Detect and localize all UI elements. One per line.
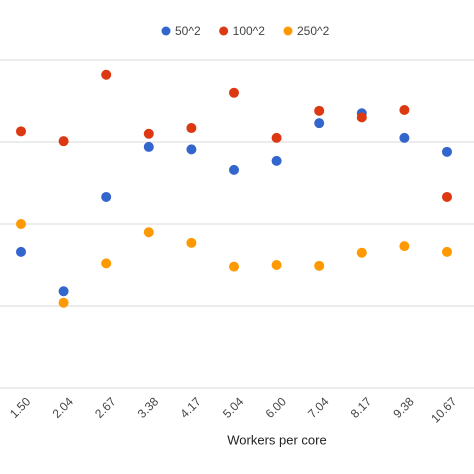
legend-marker xyxy=(161,26,171,36)
data-point xyxy=(16,219,26,229)
data-point xyxy=(399,105,410,116)
data-point xyxy=(229,164,239,175)
data-point xyxy=(101,258,112,269)
x-tick-label: 7.04 xyxy=(305,394,332,421)
x-tick-label: 6.00 xyxy=(263,394,290,421)
data-point xyxy=(143,227,154,238)
data-point xyxy=(143,141,154,152)
data-point xyxy=(58,286,69,297)
data-point xyxy=(101,191,112,202)
data-point xyxy=(442,191,452,202)
legend-label: 50^2 xyxy=(175,24,201,38)
data-point xyxy=(271,132,282,143)
x-tick-label: 8.17 xyxy=(348,394,375,421)
data-point xyxy=(271,260,282,270)
data-point xyxy=(442,246,452,257)
data-point xyxy=(356,247,367,258)
x-tick-label: 4.17 xyxy=(177,394,204,421)
data-point xyxy=(314,105,325,116)
data-point xyxy=(101,69,112,80)
data-point xyxy=(186,237,197,248)
data-point xyxy=(58,136,69,147)
data-point xyxy=(314,118,325,129)
data-point xyxy=(186,144,197,155)
data-point xyxy=(314,260,325,271)
x-axis-title: Workers per core xyxy=(227,432,326,447)
data-point xyxy=(58,297,69,308)
x-tick-label: 2.04 xyxy=(50,394,77,421)
legend-label: 250^2 xyxy=(297,24,330,38)
data-point xyxy=(229,87,239,98)
x-tick-label: 5.04 xyxy=(220,394,247,421)
data-point xyxy=(399,241,410,252)
x-tick-label: 9.38 xyxy=(390,394,417,421)
x-tick-label: 2.67 xyxy=(92,394,119,421)
x-tick-label: 1.50 xyxy=(7,394,34,421)
data-point xyxy=(16,126,26,137)
x-tick-label: 10.67 xyxy=(428,394,459,425)
data-point xyxy=(442,146,452,157)
data-point xyxy=(143,128,154,139)
data-point xyxy=(356,112,367,123)
data-point xyxy=(186,123,197,134)
x-tick-label: 3.38 xyxy=(135,394,162,421)
legend-label: 100^2 xyxy=(233,24,266,38)
data-point xyxy=(229,261,239,272)
data-point xyxy=(399,132,410,143)
data-point xyxy=(271,155,282,166)
legend-marker xyxy=(283,26,293,36)
legend-marker xyxy=(219,26,229,36)
data-point xyxy=(16,246,26,257)
